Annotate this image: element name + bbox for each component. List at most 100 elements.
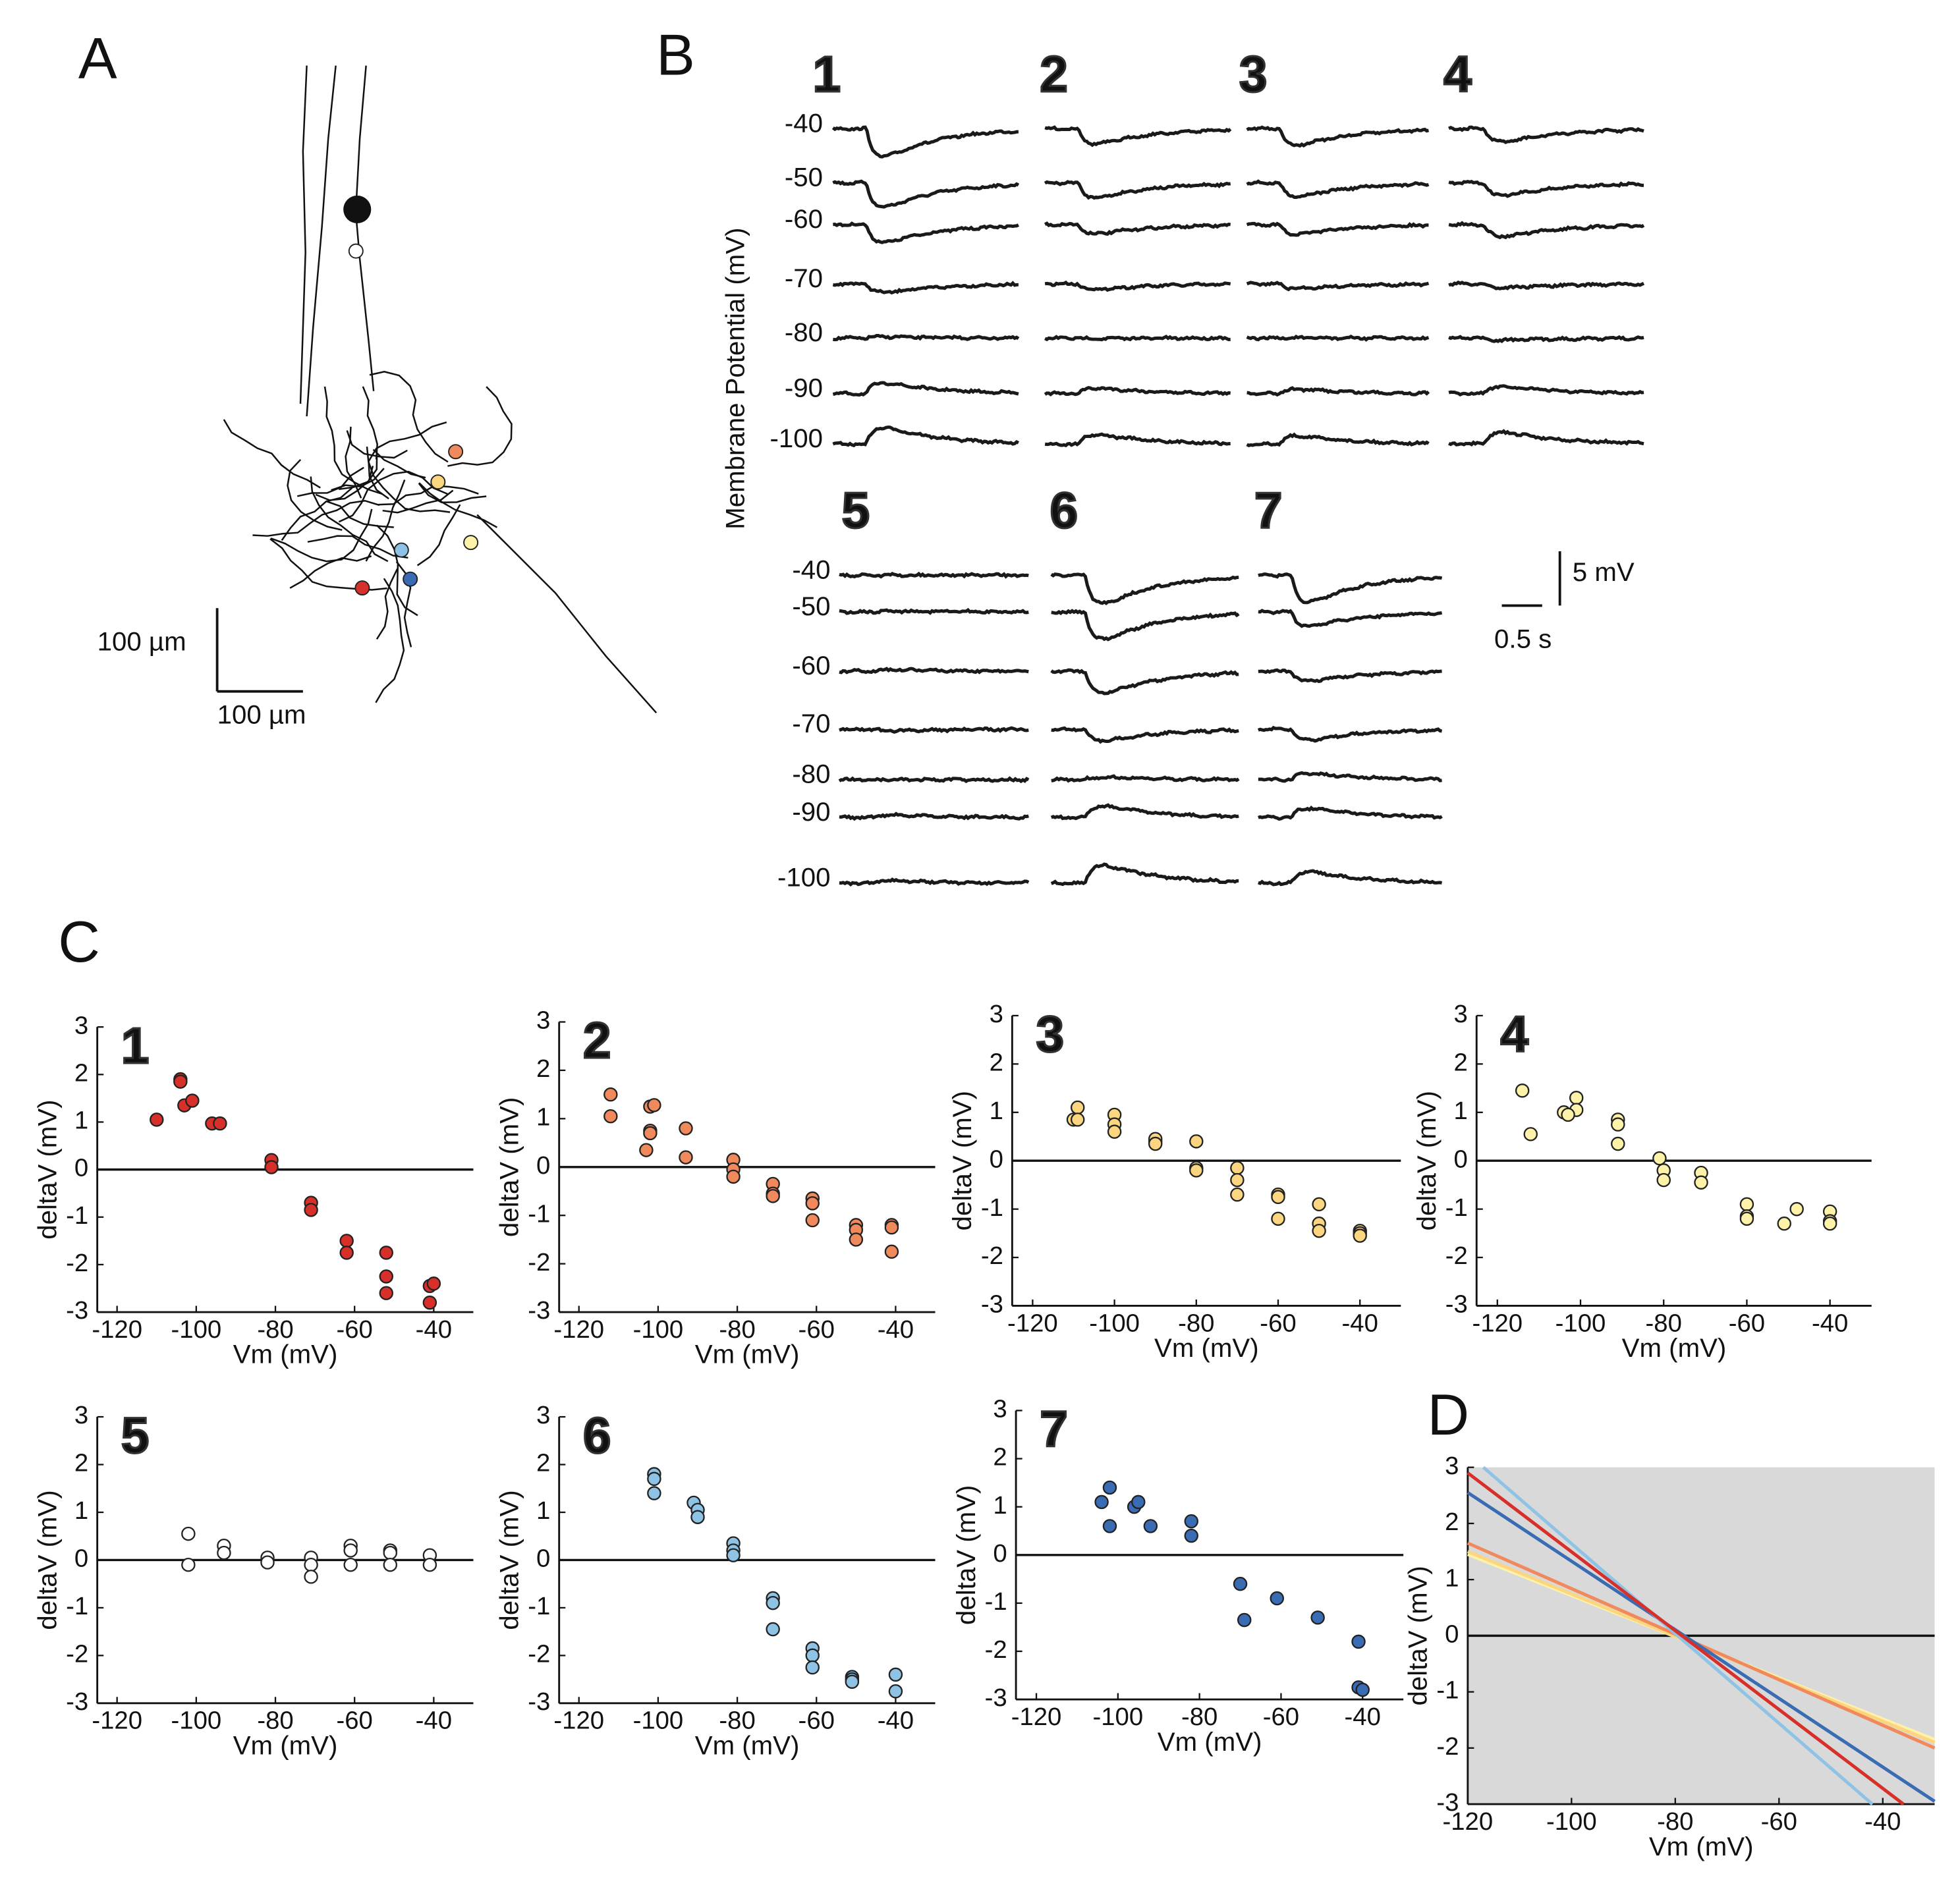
cell-number: 3 [1036,1007,1065,1063]
data-point [1233,1576,1248,1591]
dendrite-branch [368,421,447,500]
data-point [1189,1163,1204,1178]
voltage-trace [1044,386,1231,397]
data-point [805,1196,820,1211]
dendrite-branch [372,449,426,479]
x-tick-label: -60 [337,1315,373,1344]
y-tick-label: -3 [528,1296,550,1325]
y-tick-label: 0 [1445,1620,1459,1649]
data-point [1656,1172,1671,1188]
x-tick-label: -80 [1181,1703,1218,1731]
voltage-trace [1448,335,1644,343]
data-point [1353,1228,1367,1243]
data-point [884,1220,899,1235]
y-tick-label: -1 [1445,1194,1468,1222]
voltage-trace [839,726,1029,734]
voltage-trace [1448,221,1645,240]
data-point [304,1203,318,1217]
data-point [603,1087,618,1102]
y-tick-label: 2 [990,1048,1003,1076]
y-tick-label: 1 [74,1497,88,1525]
voltage-trace [832,426,1019,448]
data-point [1143,1519,1158,1533]
dendrite-branch [362,386,378,460]
dendrite-branch [346,430,408,459]
y-tick-label: 2 [993,1443,1007,1471]
voltage-trace [1051,609,1240,642]
data-point [1611,1117,1625,1132]
x-tick-label: -100 [1093,1703,1144,1731]
y-tick-label: -2 [1445,1242,1468,1270]
y-axis-label: deltaV (mV) [951,1485,981,1625]
voltage-trace [832,281,1019,295]
recording-site [348,243,364,259]
voltage-trace [1050,668,1239,696]
holding-potential-label: -100 [770,424,824,453]
data-point [1739,1197,1754,1212]
data-point [805,1213,820,1228]
holding-potential-label: -100 [777,863,831,893]
data-point [379,1246,393,1260]
voltage-trace [1246,221,1429,237]
voltage-trace [1448,280,1645,290]
y-tick-label: -3 [528,1688,550,1716]
voltage-trace [832,381,1019,397]
holding-potential-label: -90 [785,373,823,402]
data-point [639,1143,654,1157]
dendrite-branch [416,504,461,566]
x-tick-label: -120 [553,1707,604,1735]
x-tick-label: -40 [878,1315,914,1344]
holding-potential-label: -70 [785,263,823,293]
voltage-trace [1044,335,1231,342]
x-tick-label: -100 [1555,1309,1606,1337]
data-point [1102,1480,1117,1495]
scale-label: 5 mV [1573,557,1635,587]
data-point [339,1234,354,1248]
y-tick-label: -2 [1436,1732,1459,1761]
voltage-trace [832,179,1020,209]
voltage-trace [839,571,1029,579]
y-tick-label: -3 [66,1296,88,1325]
voltage-trace [1044,125,1232,148]
dendrite-branch [382,489,454,514]
data-point [383,1545,397,1560]
dendrite [299,65,308,404]
panel-label: B [656,22,695,87]
y-tick-label: -1 [985,1587,1007,1616]
data-point [766,1595,780,1610]
y-tick-label: 0 [74,1545,88,1573]
holding-potential-label: -80 [785,317,823,347]
cell-number: 3 [1239,47,1268,103]
y-tick-label: 0 [536,1151,550,1180]
voltage-trace [1257,725,1443,743]
x-tick-label: -40 [878,1707,914,1735]
x-tick-label: -80 [257,1707,293,1735]
x-tick-label: -60 [798,1707,835,1735]
y-tick-label: 1 [536,1497,550,1525]
recording-site [463,535,479,551]
voltage-trace [1044,221,1231,236]
data-point [343,1557,358,1572]
y-tick-label: -2 [66,1249,88,1277]
dendrite-branch [345,426,362,499]
y-tick-label: -1 [66,1201,88,1230]
voltage-trace [1258,609,1443,628]
voltage-trace [1050,572,1239,605]
y-tick-label: -2 [985,1635,1007,1664]
y-tick-label: 1 [993,1491,1007,1520]
voltage-trace [1246,281,1430,292]
y-tick-label: 3 [74,1401,88,1429]
recording-site [403,571,418,587]
data-point [426,1277,441,1291]
x-tick-label: -100 [171,1707,222,1735]
data-point [1312,1223,1326,1238]
x-tick-label: -60 [798,1315,835,1344]
x-tick-label: -80 [719,1315,755,1344]
data-point [422,1295,437,1310]
fit-line [1467,1491,1936,1803]
x-tick-label: -120 [1011,1703,1062,1731]
data-point [1515,1084,1530,1098]
y-tick-label: 3 [1445,1452,1459,1480]
